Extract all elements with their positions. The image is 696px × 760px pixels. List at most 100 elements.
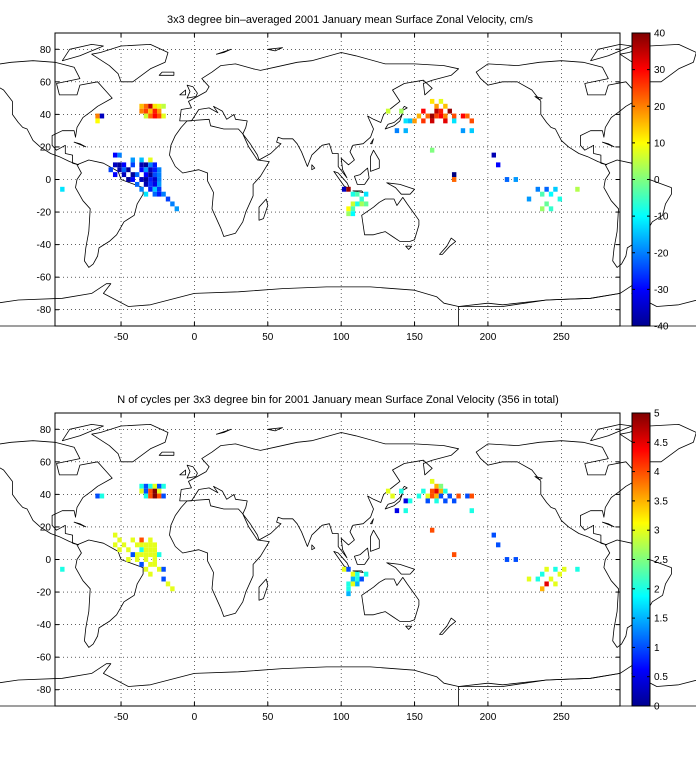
data-cell-95 — [350, 571, 356, 577]
coastline-13 — [186, 464, 198, 479]
data-cell-91 — [438, 113, 444, 119]
data-cell-125 — [535, 186, 541, 192]
data-cell-120 — [363, 201, 369, 207]
coastline-2 — [91, 44, 169, 83]
data-cell-108 — [451, 177, 457, 182]
data-cell-86 — [469, 508, 474, 514]
data-cell-79 — [456, 493, 461, 499]
data-cell-59 — [399, 488, 404, 494]
data-cell-89 — [429, 113, 435, 119]
coastline-7 — [333, 551, 351, 570]
data-cell-41 — [112, 172, 118, 178]
data-cell-30 — [117, 547, 122, 553]
y-tick-label-5: -20 — [37, 588, 52, 599]
data-cell-0 — [139, 103, 144, 109]
data-cell-64 — [403, 508, 408, 514]
data-cell-50 — [130, 177, 135, 182]
colorbar-tick-label-8: 1 — [654, 643, 660, 654]
x-tick-label-5: 200 — [480, 712, 497, 723]
data-cell-33 — [143, 547, 149, 553]
data-cell-24 — [121, 542, 127, 548]
coastline-15 — [158, 71, 175, 76]
data-cell-96 — [412, 118, 417, 124]
panel-velocity-title: 3x3 degree bin–averaged 2001 January mea… — [167, 14, 534, 26]
x-tick-label-2: 50 — [262, 712, 274, 723]
data-cell-35 — [126, 167, 131, 173]
data-cell-111 — [341, 186, 347, 192]
y-tick-label-1: 60 — [40, 457, 52, 468]
coastline-14 — [179, 89, 187, 96]
data-cell-77 — [438, 493, 444, 499]
data-cell-93 — [451, 113, 457, 119]
coastline-17 — [370, 518, 374, 525]
data-cell-22 — [148, 537, 153, 543]
data-cell-71 — [438, 488, 444, 494]
coastline-0 — [0, 60, 113, 166]
coastline-21 — [311, 544, 316, 551]
data-cell-102 — [350, 581, 356, 587]
colorbar-tick-label-6: 2 — [654, 584, 660, 595]
coastline-16 — [258, 198, 269, 221]
data-cell-78 — [403, 128, 408, 134]
data-cell-49 — [126, 177, 131, 182]
y-tick-label-3: 20 — [40, 142, 52, 153]
data-cell-95 — [465, 113, 470, 119]
data-cell-12 — [148, 113, 153, 119]
data-cell-56 — [170, 586, 175, 592]
data-cell-44 — [134, 172, 140, 178]
data-cell-88 — [425, 113, 430, 119]
data-cell-49 — [152, 561, 157, 567]
data-cell-79 — [429, 98, 435, 104]
data-cell-33 — [117, 167, 122, 173]
panel-cycles-cells — [60, 478, 580, 597]
data-cell-116 — [553, 581, 558, 587]
coastline-10 — [386, 182, 415, 195]
data-cell-23 — [148, 157, 153, 163]
y-tick-label-2: 40 — [40, 490, 52, 501]
data-cell-19 — [112, 152, 118, 158]
data-cell-66 — [434, 483, 439, 489]
data-cell-13 — [152, 493, 157, 499]
data-cell-67 — [438, 483, 444, 489]
data-cell-70 — [170, 201, 175, 207]
data-cell-135 — [548, 206, 554, 212]
data-cell-104 — [346, 586, 351, 592]
panel-cycles-colorbar: 5 4.5 4 3.5 3 2.5 2 1.5 1 0.5 0 — [631, 409, 668, 713]
data-cell-27 — [143, 542, 149, 548]
data-cell-113 — [535, 576, 541, 582]
x-tick-label-4: 150 — [406, 332, 423, 343]
data-cell-54 — [161, 576, 166, 582]
coastline-22 — [73, 141, 87, 148]
x-tick-label-0: -50 — [114, 332, 129, 343]
coastline-2 — [619, 44, 696, 83]
coastline-17 — [370, 138, 374, 145]
panel-cycles: N of cycles per 3x3 degree bin for 2001 … — [0, 394, 696, 723]
data-cell-25 — [117, 162, 122, 168]
data-cell-19 — [117, 537, 122, 543]
data-cell-47 — [139, 561, 144, 567]
x-tick-label-6: 250 — [553, 712, 570, 723]
x-tick-label-3: 100 — [333, 332, 350, 343]
colorbar-tick-label-4: 0 — [654, 175, 660, 186]
data-cell-15 — [161, 493, 166, 499]
data-cell-99 — [355, 576, 360, 582]
data-cell-5 — [161, 483, 166, 489]
data-cell-46 — [148, 172, 153, 178]
data-cell-43 — [130, 172, 135, 178]
data-cell-92 — [443, 113, 448, 119]
data-cell-14 — [156, 493, 162, 499]
coastline-0 — [475, 60, 641, 166]
data-cell-34 — [148, 547, 153, 553]
coastline-4 — [169, 498, 270, 617]
data-cell-10 — [156, 108, 162, 114]
coastline-26 — [215, 48, 232, 55]
colorbar-tick-label-7: -30 — [654, 285, 669, 296]
data-cell-108 — [562, 566, 567, 572]
data-cell-39 — [152, 167, 157, 173]
data-cell-85 — [438, 108, 444, 114]
data-cell-94 — [346, 566, 351, 572]
x-tick-label-1: 0 — [192, 712, 198, 723]
panel-cycles-title: N of cycles per 3x3 degree bin for 2001 … — [117, 394, 558, 406]
data-cell-93 — [341, 566, 347, 572]
